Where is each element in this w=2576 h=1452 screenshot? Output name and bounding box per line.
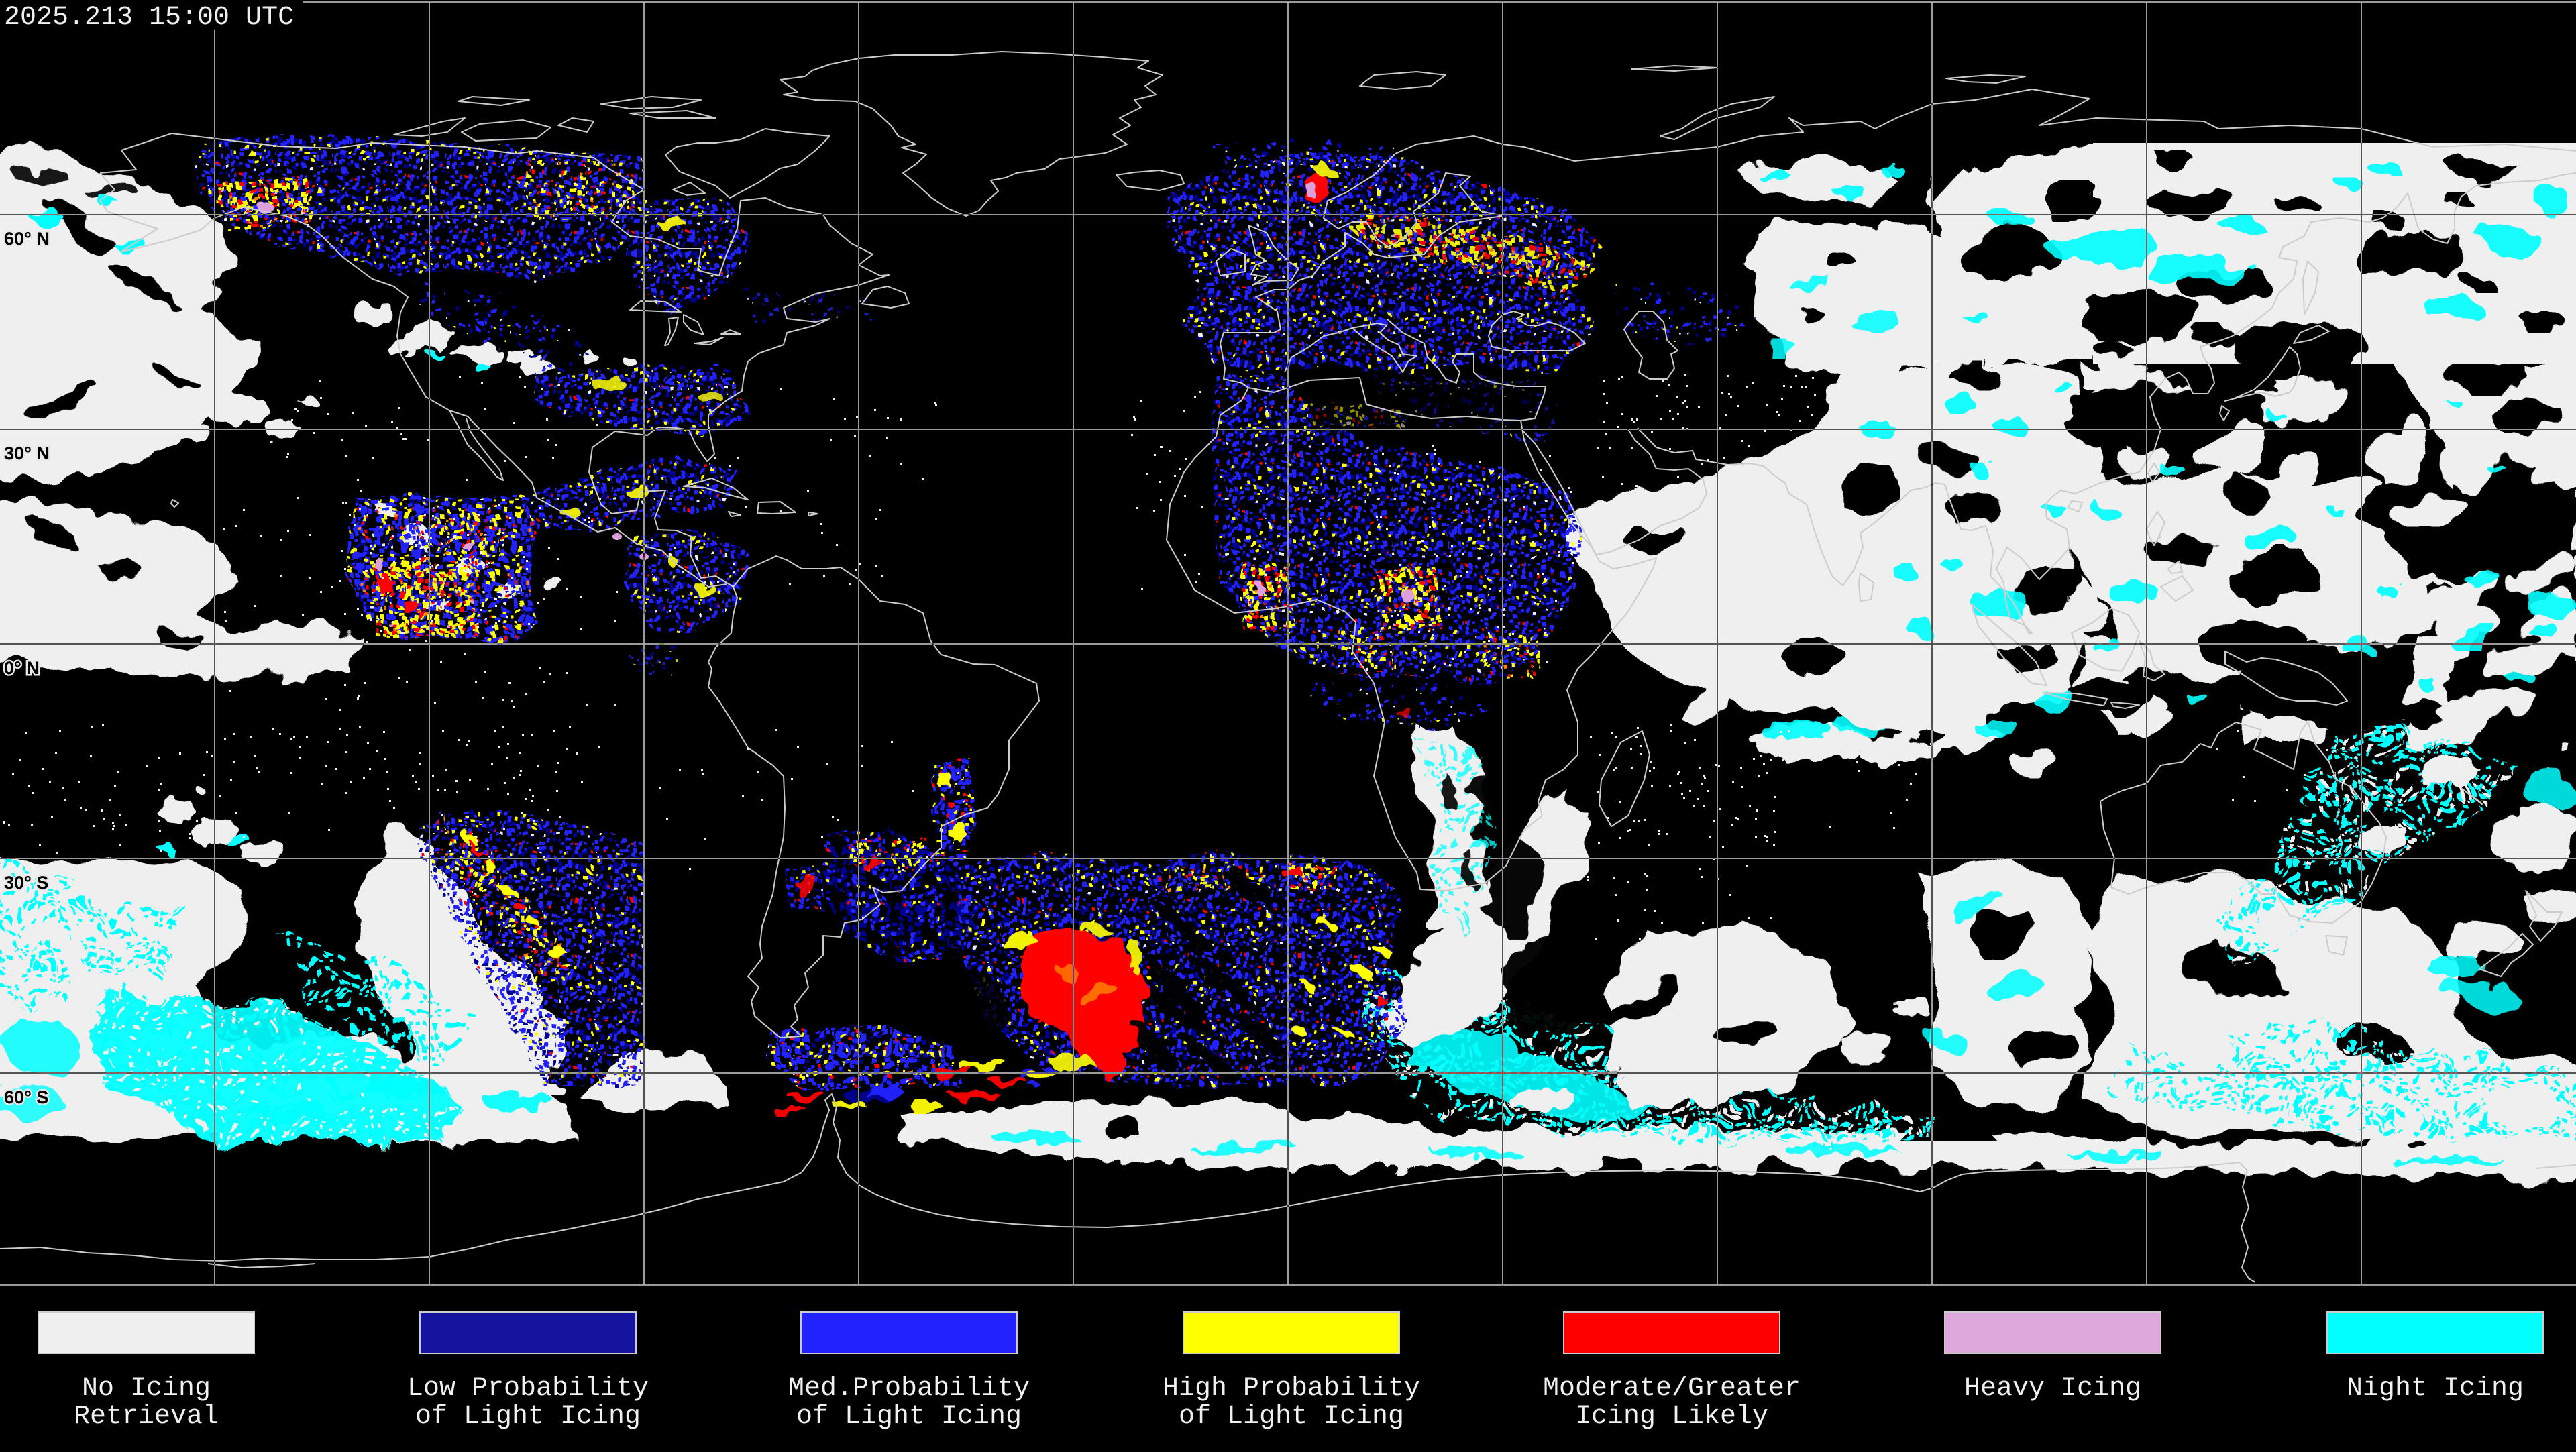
svg-text:30° N: 30° N — [4, 443, 50, 463]
svg-text:Heavy Icing: Heavy Icing — [1964, 1374, 2141, 1404]
svg-text:0° N: 0° N — [4, 658, 40, 678]
svg-text:Moderate/Greater: Moderate/Greater — [1543, 1374, 1801, 1404]
svg-text:Icing Likely: Icing Likely — [1575, 1402, 1768, 1432]
svg-text:Med.Probability: Med.Probability — [788, 1374, 1030, 1404]
svg-text:2025.213 15:00 UTC: 2025.213 15:00 UTC — [4, 3, 294, 33]
svg-text:30° N: 30° N — [4, 443, 50, 463]
svg-text:30° S: 30° S — [4, 873, 48, 893]
svg-text:of Light Icing: of Light Icing — [796, 1402, 1022, 1432]
svg-text:60° S: 60° S — [4, 1087, 48, 1107]
svg-text:0° N: 0° N — [4, 658, 40, 678]
svg-text:Low Probability: Low Probability — [407, 1374, 649, 1404]
svg-text:No Icing: No Icing — [82, 1374, 211, 1404]
svg-text:Night Icing: Night Icing — [2347, 1374, 2524, 1404]
svg-text:Retrieval: Retrieval — [74, 1402, 219, 1432]
svg-text:60° N: 60° N — [4, 229, 50, 249]
svg-text:60° N: 60° N — [4, 229, 50, 249]
svg-text:30° S: 30° S — [4, 873, 48, 893]
svg-text:of Light Icing: of Light Icing — [1179, 1402, 1404, 1432]
svg-text:High Probability: High Probability — [1163, 1374, 1420, 1404]
svg-text:60° S: 60° S — [4, 1087, 48, 1107]
svg-text:of Light Icing: of Light Icing — [415, 1402, 641, 1432]
